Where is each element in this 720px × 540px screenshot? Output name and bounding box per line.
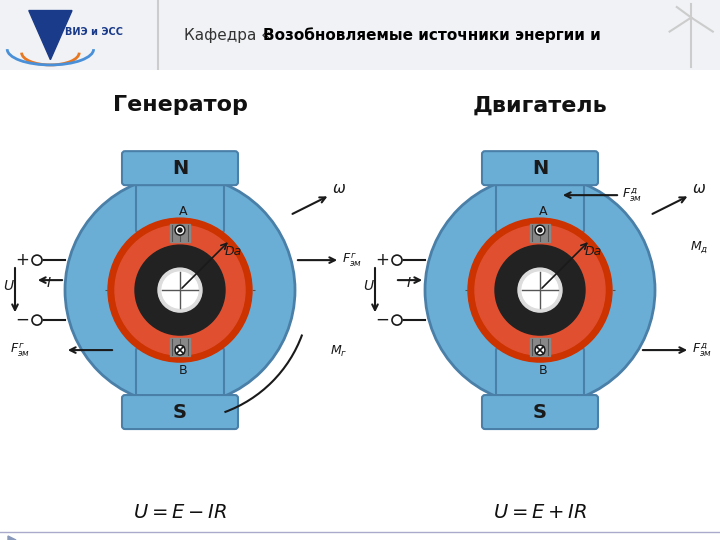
Circle shape <box>392 255 402 265</box>
Text: $F^д_{эм}$: $F^д_{эм}$ <box>622 186 642 204</box>
Text: Двигатель: Двигатель <box>472 95 608 115</box>
Bar <box>530 224 550 242</box>
Text: $F^г_{эм}$: $F^г_{эм}$ <box>342 251 362 269</box>
Polygon shape <box>8 536 16 540</box>
Circle shape <box>162 272 198 308</box>
FancyBboxPatch shape <box>482 395 598 429</box>
Text: Dа: Dа <box>585 245 602 258</box>
Text: ВИЭ и ЭСС: ВИЭ и ЭСС <box>65 26 122 37</box>
Text: N: N <box>172 159 188 178</box>
Polygon shape <box>29 10 72 60</box>
Circle shape <box>518 268 562 312</box>
Circle shape <box>535 225 545 235</box>
Text: $M_г$: $M_г$ <box>330 344 348 359</box>
Text: ω: ω <box>693 181 706 196</box>
Circle shape <box>108 218 252 362</box>
Text: $M_д$: $M_д$ <box>690 239 708 255</box>
Circle shape <box>135 245 225 335</box>
Circle shape <box>495 245 585 335</box>
Text: N: N <box>532 159 548 178</box>
Bar <box>170 338 190 356</box>
Circle shape <box>475 225 605 355</box>
Circle shape <box>468 218 612 362</box>
Circle shape <box>158 268 202 312</box>
Bar <box>170 224 190 242</box>
Text: B: B <box>179 364 187 377</box>
Text: A: A <box>179 205 187 218</box>
Text: S: S <box>533 402 547 422</box>
Circle shape <box>425 175 655 405</box>
Circle shape <box>178 228 182 232</box>
Text: B: B <box>539 364 547 377</box>
Text: U: U <box>363 279 373 293</box>
Text: +: + <box>15 251 29 269</box>
FancyBboxPatch shape <box>122 151 238 185</box>
Circle shape <box>32 315 42 325</box>
Text: Dа: Dа <box>225 245 242 258</box>
Text: S: S <box>173 402 187 422</box>
Circle shape <box>32 255 42 265</box>
Text: A: A <box>539 205 547 218</box>
Text: I: I <box>47 276 51 290</box>
Text: −: − <box>15 311 29 329</box>
Text: $U = E + IR$: $U = E + IR$ <box>493 503 587 522</box>
Text: I: I <box>407 276 411 290</box>
Text: +: + <box>375 251 389 269</box>
Circle shape <box>392 315 402 325</box>
Text: $F^г_{эм}$: $F^г_{эм}$ <box>10 341 30 359</box>
Circle shape <box>65 175 295 405</box>
Circle shape <box>175 345 185 355</box>
Circle shape <box>522 272 558 308</box>
Bar <box>530 338 550 356</box>
Circle shape <box>175 225 185 235</box>
Text: $U = E - IR$: $U = E - IR$ <box>133 503 227 522</box>
Text: Кафедра «: Кафедра « <box>184 28 270 43</box>
FancyBboxPatch shape <box>496 348 584 407</box>
FancyBboxPatch shape <box>136 348 224 407</box>
FancyBboxPatch shape <box>496 173 584 232</box>
Circle shape <box>538 228 542 232</box>
Text: U: U <box>3 279 13 293</box>
FancyBboxPatch shape <box>482 151 598 185</box>
FancyBboxPatch shape <box>136 173 224 232</box>
Text: Генератор: Генератор <box>112 95 248 115</box>
Text: $F^д_{эм}$: $F^д_{эм}$ <box>692 341 712 359</box>
Circle shape <box>535 345 545 355</box>
Text: ω: ω <box>333 181 346 196</box>
Text: Возобновляемые источники энергии и: Возобновляемые источники энергии и <box>263 27 600 43</box>
Text: −: − <box>375 311 389 329</box>
Circle shape <box>115 225 245 355</box>
FancyBboxPatch shape <box>122 395 238 429</box>
